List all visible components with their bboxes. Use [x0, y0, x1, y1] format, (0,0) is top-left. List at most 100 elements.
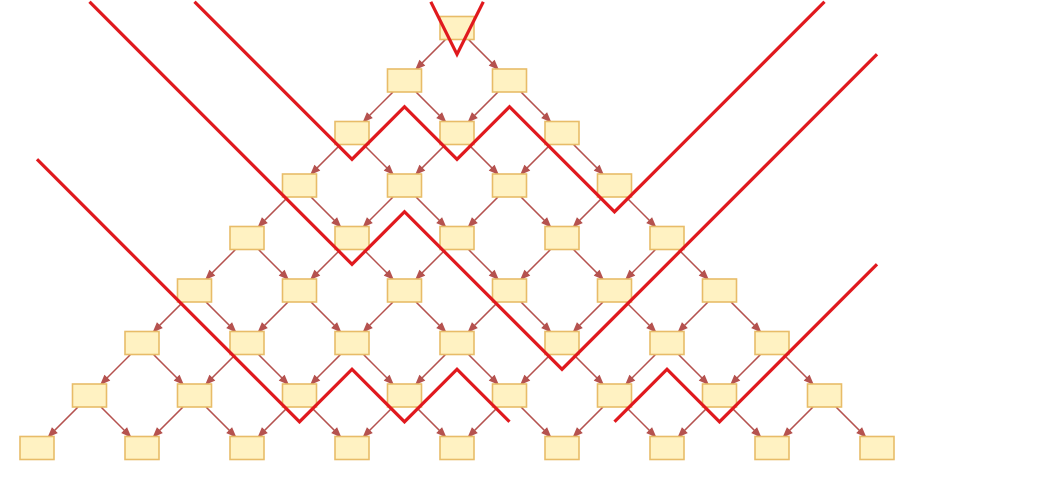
- arrow-edge: [152, 301, 184, 333]
- arrow-edge: [730, 353, 762, 385]
- lattice-node: [386, 68, 423, 93]
- lattice-node: [439, 330, 475, 356]
- lattice-node: [124, 330, 160, 356]
- arrow-edge: [520, 91, 552, 123]
- arrow-edge: [782, 353, 814, 385]
- lattice-node: [229, 225, 265, 251]
- lattice-node: [491, 68, 528, 93]
- arrow-edge: [310, 143, 342, 175]
- arrow-edge: [415, 196, 447, 228]
- arrow-edge: [625, 248, 657, 280]
- lattice-node: [439, 120, 475, 146]
- lattice-node: [71, 383, 108, 408]
- lattice-node: [19, 435, 55, 461]
- lattice-node: [439, 225, 475, 251]
- lattice-node: [544, 435, 580, 461]
- red-path-line: [88, 0, 879, 372]
- lattice-node: [859, 435, 895, 461]
- arrow-edge: [362, 248, 394, 280]
- lattice-node: [596, 173, 633, 198]
- arrow-edge: [205, 406, 237, 438]
- lattice-node: [649, 435, 685, 461]
- arrow-edge: [152, 406, 184, 438]
- arrow-edge: [572, 353, 604, 385]
- lattice-node: [176, 278, 213, 303]
- lattice-node: [386, 383, 423, 408]
- arrow-edge: [572, 196, 604, 228]
- arrow-edge: [467, 301, 499, 333]
- arrow-edge: [625, 196, 657, 228]
- arrow-edge: [310, 248, 342, 280]
- lattice-node: [124, 435, 160, 461]
- lattice-node: [176, 383, 213, 408]
- arrow-edge: [677, 406, 709, 438]
- arrow-edge: [572, 248, 604, 280]
- lattice-node: [386, 278, 423, 303]
- lattice-node: [334, 330, 370, 356]
- arrow-edge: [257, 406, 289, 438]
- arrow-edge: [415, 248, 447, 280]
- arrow-edge: [625, 406, 657, 438]
- lattice-node: [491, 278, 528, 303]
- arrow-edge: [677, 301, 709, 333]
- arrow-edge: [257, 248, 289, 280]
- lattice-node: [754, 330, 790, 356]
- lattice-node: [596, 383, 633, 408]
- lattice-node: [701, 383, 738, 408]
- lattice-node: [281, 383, 318, 408]
- lattice-node: [544, 120, 580, 146]
- arrow-edge: [520, 248, 552, 280]
- arrow-edge: [677, 248, 709, 280]
- arrow-edge: [205, 301, 237, 333]
- lattice-node: [754, 435, 790, 461]
- arrow-edge: [415, 301, 447, 333]
- arrow-edge: [310, 406, 342, 438]
- arrow-edge: [205, 353, 237, 385]
- red-path-line: [613, 263, 879, 425]
- arrow-edge: [572, 301, 604, 333]
- lattice-node: [281, 278, 318, 303]
- arrow-edge: [782, 406, 814, 438]
- lattice-node: [439, 435, 475, 461]
- arrow-edge: [467, 143, 499, 175]
- edges-layer: [47, 38, 867, 438]
- arrow-edge: [362, 91, 394, 123]
- arrow-edge: [257, 353, 289, 385]
- arrow-edge: [467, 406, 499, 438]
- red-path-line: [429, 1, 485, 58]
- arrow-edge: [730, 406, 762, 438]
- arrow-edge: [467, 248, 499, 280]
- red-path-line: [35, 158, 511, 425]
- arrow-edge: [362, 301, 394, 333]
- arrow-edge: [625, 301, 657, 333]
- arrow-edge: [362, 406, 394, 438]
- paths-layer: [35, 0, 879, 425]
- arrow-edge: [572, 143, 604, 175]
- arrow-edge: [467, 353, 499, 385]
- arrow-edge: [310, 353, 342, 385]
- arrow-edge: [257, 196, 289, 228]
- arrow-edge: [100, 353, 132, 385]
- arrow-edge: [415, 406, 447, 438]
- arrow-edge: [362, 353, 394, 385]
- arrow-edge: [257, 301, 289, 333]
- arrow-edge: [572, 406, 604, 438]
- lattice-node: [386, 173, 423, 198]
- arrow-edge: [520, 301, 552, 333]
- nodes-layer: [19, 15, 895, 461]
- arrow-edge: [520, 143, 552, 175]
- arrow-edge: [310, 301, 342, 333]
- arrow-edge: [415, 91, 447, 123]
- arrow-edge: [415, 353, 447, 385]
- lattice-node: [544, 225, 580, 251]
- red-path-line: [193, 0, 826, 215]
- arrow-edge: [362, 143, 394, 175]
- lattice-node: [334, 120, 370, 146]
- arrow-edge: [205, 248, 237, 280]
- arrow-edge: [835, 406, 867, 438]
- arrow-edge: [467, 38, 499, 70]
- lattice-node: [334, 225, 370, 251]
- lattice-node: [229, 435, 265, 461]
